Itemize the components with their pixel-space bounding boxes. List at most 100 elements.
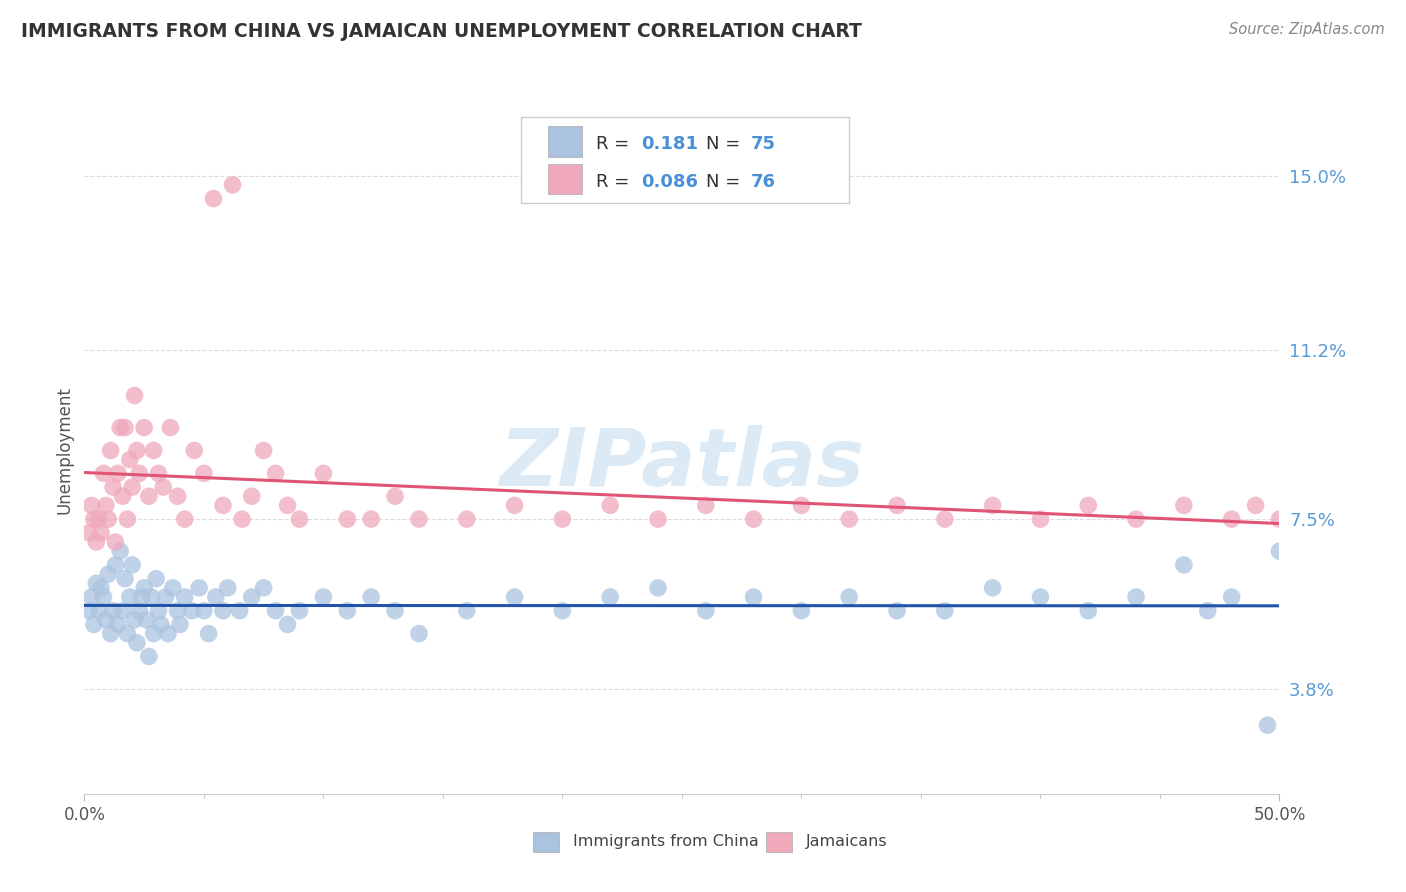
Text: N =: N =: [706, 173, 745, 192]
Point: [695, 499, 717, 513]
Point: [384, 604, 406, 618]
Point: [1197, 604, 1219, 618]
Point: [138, 489, 160, 503]
FancyBboxPatch shape: [548, 127, 582, 157]
Text: IMMIGRANTS FROM CHINA VS JAMAICAN UNEMPLOYMENT CORRELATION CHART: IMMIGRANTS FROM CHINA VS JAMAICAN UNEMPL…: [21, 22, 862, 41]
Point: [188, 581, 211, 595]
Point: [408, 626, 430, 640]
Point: [97, 512, 120, 526]
Point: [145, 572, 167, 586]
Point: [240, 489, 263, 503]
Point: [229, 604, 252, 618]
Point: [90, 581, 112, 595]
Point: [90, 525, 112, 540]
Point: [110, 544, 132, 558]
Point: [384, 489, 406, 503]
Point: [107, 467, 129, 481]
Text: N =: N =: [706, 136, 745, 153]
Point: [181, 604, 204, 618]
Point: [647, 512, 669, 526]
Point: [288, 604, 311, 618]
Point: [83, 617, 105, 632]
Point: [125, 636, 148, 650]
Point: [104, 558, 127, 572]
Point: [86, 535, 108, 549]
Point: [599, 499, 621, 513]
Text: Source: ZipAtlas.com: Source: ZipAtlas.com: [1229, 22, 1385, 37]
Point: [599, 590, 621, 604]
Point: [135, 613, 157, 627]
Point: [77, 604, 100, 618]
Point: [121, 480, 143, 494]
Point: [100, 443, 122, 458]
Point: [111, 604, 134, 618]
Point: [132, 581, 156, 595]
Point: [264, 467, 287, 481]
Point: [1077, 499, 1099, 513]
Point: [312, 590, 335, 604]
Point: [162, 581, 184, 595]
Point: [934, 512, 956, 526]
Point: [77, 525, 100, 540]
Point: [100, 626, 122, 640]
Point: [240, 590, 263, 604]
Point: [336, 604, 359, 618]
Point: [94, 613, 117, 627]
Point: [141, 590, 163, 604]
Point: [360, 512, 382, 526]
Point: [1220, 512, 1243, 526]
Point: [264, 604, 287, 618]
Point: [155, 590, 177, 604]
FancyBboxPatch shape: [766, 831, 792, 852]
Point: [93, 590, 115, 604]
Point: [231, 512, 253, 526]
Point: [148, 467, 170, 481]
Point: [742, 590, 765, 604]
Point: [142, 443, 165, 458]
Point: [173, 512, 195, 526]
Point: [118, 590, 141, 604]
Text: 0.181: 0.181: [641, 136, 699, 153]
Point: [456, 512, 478, 526]
Point: [125, 443, 148, 458]
Point: [169, 617, 191, 632]
Point: [80, 590, 103, 604]
Point: [1268, 544, 1291, 558]
Point: [121, 558, 143, 572]
Point: [456, 604, 478, 618]
Point: [111, 489, 134, 503]
Point: [253, 443, 276, 458]
Point: [1244, 499, 1267, 513]
FancyBboxPatch shape: [533, 831, 558, 852]
Point: [1257, 718, 1279, 732]
Point: [336, 512, 359, 526]
FancyBboxPatch shape: [520, 118, 849, 203]
Point: [157, 626, 180, 640]
Point: [551, 604, 574, 618]
Point: [934, 604, 956, 618]
Point: [193, 467, 215, 481]
Point: [202, 192, 225, 206]
Point: [1125, 512, 1147, 526]
Point: [107, 617, 129, 632]
Point: [790, 604, 813, 618]
Point: [149, 617, 172, 632]
Point: [886, 499, 908, 513]
Point: [221, 178, 243, 192]
Point: [94, 499, 117, 513]
Point: [695, 604, 717, 618]
Point: [131, 590, 153, 604]
Point: [212, 604, 235, 618]
Point: [193, 604, 215, 618]
Point: [173, 590, 195, 604]
Point: [277, 617, 299, 632]
Point: [408, 512, 430, 526]
Point: [1220, 590, 1243, 604]
Point: [886, 604, 908, 618]
Point: [253, 581, 276, 595]
Point: [981, 499, 1004, 513]
Point: [93, 467, 115, 481]
Point: [288, 512, 311, 526]
Point: [101, 604, 124, 618]
Point: [86, 576, 108, 591]
